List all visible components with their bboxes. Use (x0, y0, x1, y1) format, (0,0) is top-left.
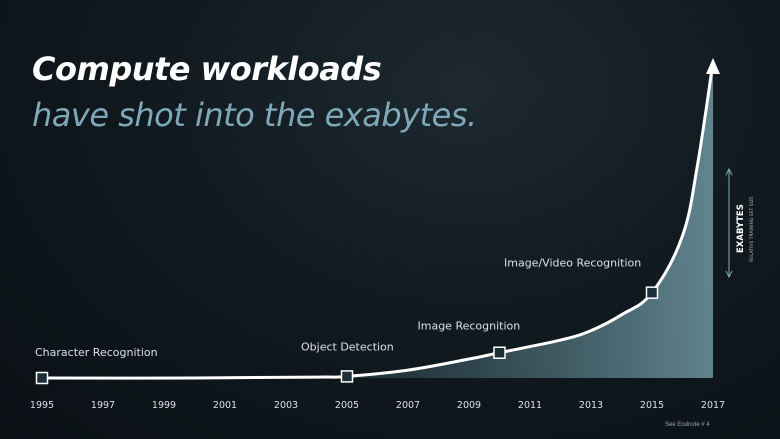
growth-line (40, 60, 715, 380)
milestone-label: Image/Video Recognition (504, 257, 641, 270)
y-axis-layer: EXABYTES RELATIVE TRAINING SET SIZE (725, 167, 755, 279)
milestone-marker (340, 370, 354, 383)
annotation-layer: Character Recognition Object Detection Ima… (35, 257, 641, 359)
x-tick-label: 2001 (213, 400, 237, 411)
milestone-marker (35, 371, 49, 385)
milestone-marker (645, 286, 659, 299)
x-tick-label: 1999 (152, 400, 176, 411)
endnote-reference: See Endnote # 4 (665, 422, 710, 428)
area-layer (42, 62, 713, 379)
slide-subtitle: have shot into the exabytes. (32, 96, 477, 134)
x-tick-label: 2003 (274, 400, 298, 411)
y-axis-sublabel: RELATIVE TRAINING SET SIZE (749, 196, 755, 262)
y-axis-label: EXABYTES (736, 204, 746, 253)
x-tick-label: 2017 (701, 400, 725, 411)
x-tick-label: 2011 (518, 400, 542, 411)
x-tick-label: 2007 (396, 400, 420, 411)
x-tick-layer: 1995 1997 1999 2001 2003 2005 2007 2009 2011 2013… (30, 400, 725, 411)
milestone-label: Object Detection (301, 340, 394, 353)
milestone-marker (493, 346, 506, 359)
growth-area (42, 62, 713, 379)
x-tick-label: 2013 (579, 400, 603, 411)
x-tick-label: 2005 (335, 400, 359, 411)
milestone-label: Image Recognition (418, 320, 521, 333)
y-axis-arrow-down-icon (725, 270, 733, 279)
x-tick-label: 2009 (457, 400, 481, 411)
x-tick-label: 2015 (640, 400, 664, 411)
growth-arrowhead-icon (706, 58, 720, 74)
slide-title: Compute workloads (32, 50, 382, 88)
milestone-label: Character Recognition (35, 346, 158, 359)
x-tick-label: 1997 (91, 400, 115, 411)
marker-layer (35, 286, 659, 385)
line-layer (40, 58, 720, 380)
x-tick-label: 1995 (30, 400, 54, 411)
y-axis-arrow-up-icon (725, 167, 733, 176)
